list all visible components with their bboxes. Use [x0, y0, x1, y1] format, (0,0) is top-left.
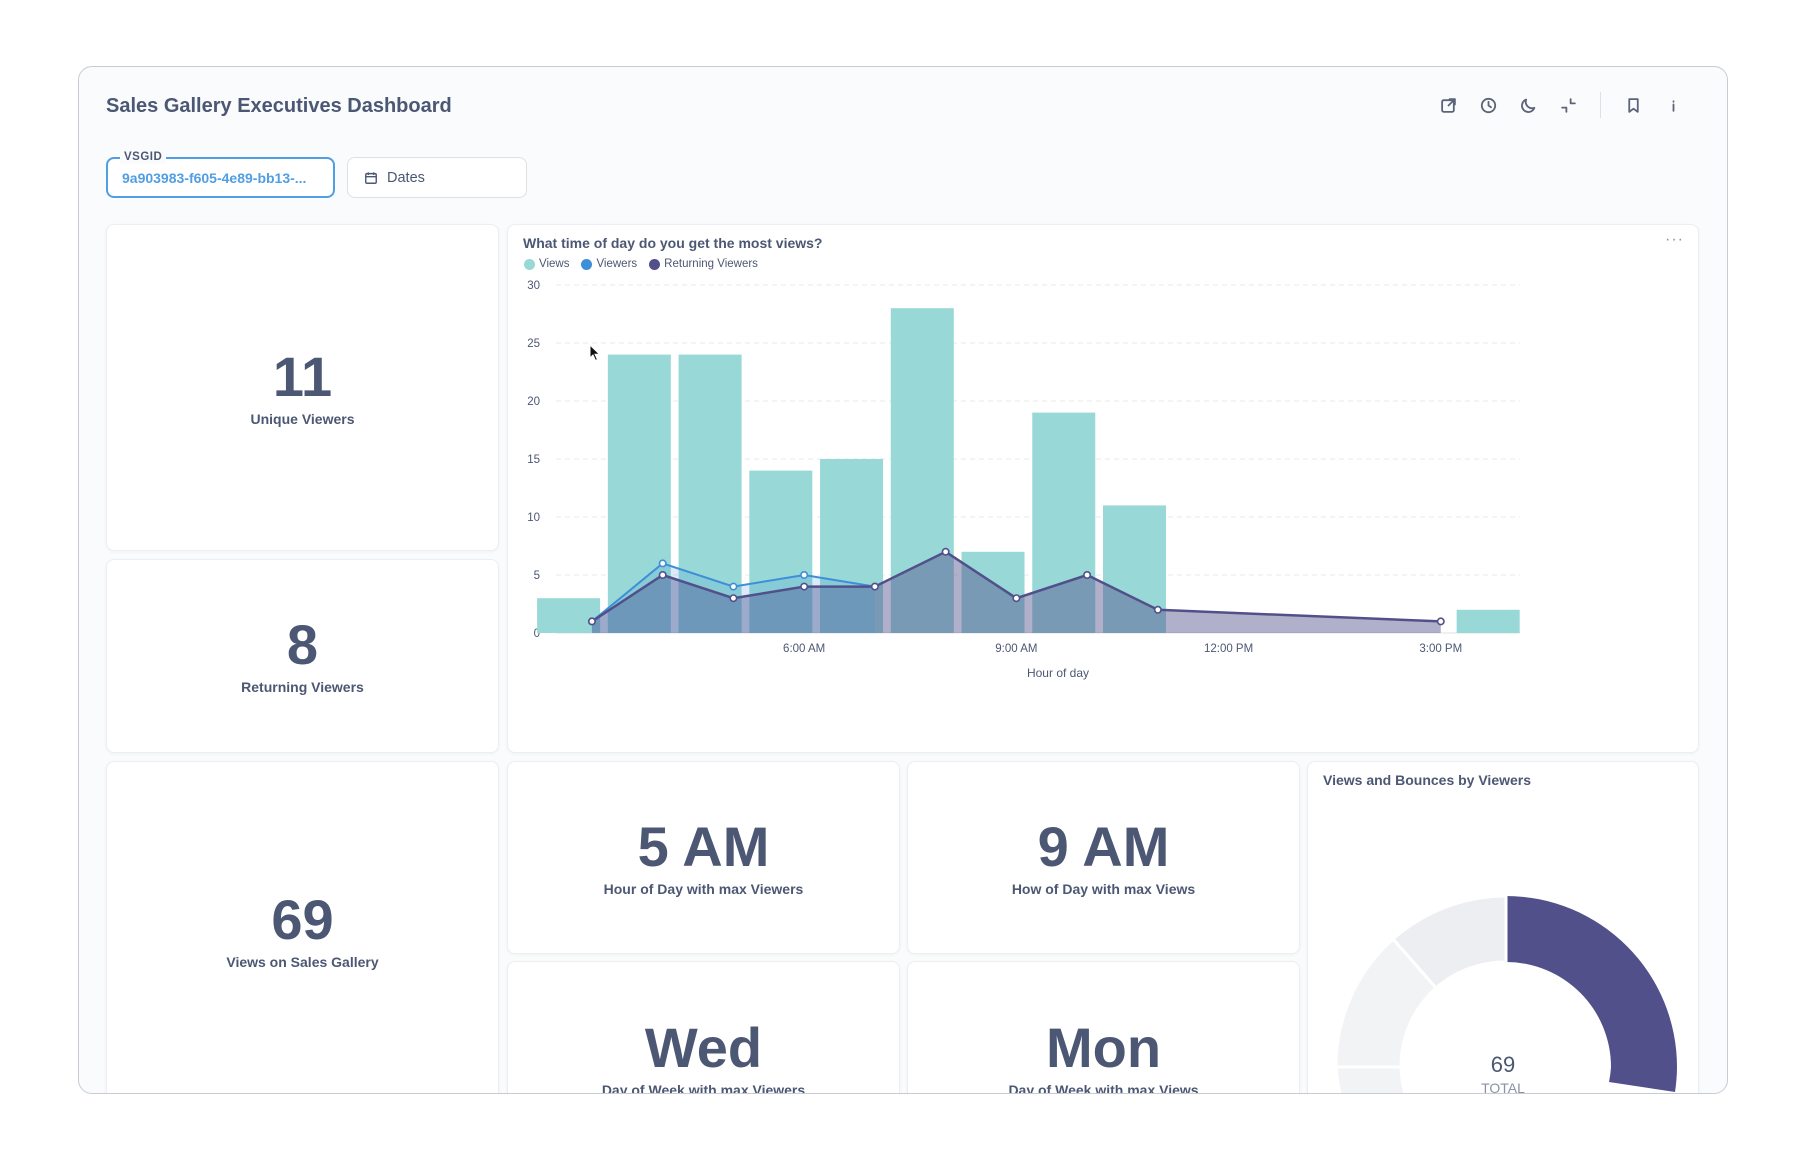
returning-viewers-point [1436, 617, 1445, 626]
chart-legend: Views Viewers Returning Viewers [524, 258, 770, 270]
views-total-value: 69 [271, 888, 334, 951]
dates-filter-label: Dates [387, 169, 425, 186]
x-tick-label: 12:00 PM [1204, 643, 1253, 655]
bar[interactable] [607, 354, 671, 633]
mouse-cursor-icon [589, 344, 601, 362]
x-tick-label: 3:00 PM [1419, 643, 1462, 655]
bar[interactable] [961, 551, 1025, 633]
x-tick-label: 6:00 AM [783, 643, 825, 655]
legend-item-views[interactable]: Views [524, 258, 569, 270]
calendar-icon [365, 171, 377, 184]
clock-icon[interactable] [1474, 91, 1502, 119]
returning-viewers-point [729, 594, 738, 603]
dow-max-viewers-label: Day of Week with max Viewers [601, 1082, 806, 1094]
dow-max-views-value: Mon [1045, 1016, 1162, 1079]
info-icon[interactable] [1659, 91, 1687, 119]
dow-max-viewers-card[interactable]: Wed Day of Week with max Viewers [507, 961, 900, 1094]
legend-label-returning-viewers: Returning Viewers [664, 258, 758, 270]
dow-max-views-card[interactable]: Mon Day of Week with max Views [907, 961, 1300, 1094]
x-axis-label: Hour of day [1027, 666, 1089, 680]
chart-title: What time of day do you get the most vie… [523, 235, 823, 251]
returning-viewers-point [941, 547, 950, 556]
y-tick-label: 15 [527, 454, 540, 466]
viewers-point [729, 582, 738, 591]
hour-max-views-value: 9 AM [1037, 814, 1170, 878]
vsgid-filter[interactable]: VSGID 9a903983-f605-4e89-bb13-... [106, 150, 335, 198]
donut-total-label: TOTAL [1481, 1080, 1525, 1094]
time-of-day-chart-card[interactable]: What time of day do you get the most vie… [507, 224, 1699, 753]
legend-dot-views [524, 258, 535, 270]
hour-max-viewers-value: 5 AM [637, 814, 770, 878]
returning-viewers-point [870, 582, 879, 591]
viewers-point [800, 570, 809, 579]
hour-max-viewers-card[interactable]: 5 AM Hour of Day with max Viewers [507, 761, 900, 954]
views-total-label: Views on Sales Gallery [226, 954, 379, 970]
returning-viewers-point [587, 617, 596, 626]
y-tick-label: 20 [527, 396, 540, 408]
donut-chart [1334, 894, 1677, 1094]
dates-filter[interactable]: Dates [347, 157, 527, 198]
donut-total-value: 69 [1490, 1052, 1516, 1077]
views-total-card[interactable]: 69 Views on Sales Gallery [106, 761, 499, 1093]
time-of-day-chart: 0 5 10 15 20 25 30 6:00 AM 9:00 AM 12:00 PM 3:00 P… [527, 280, 1520, 680]
share-icon[interactable] [1434, 91, 1462, 119]
dow-max-views-label: Day of Week with max Views [1008, 1082, 1199, 1094]
legend-item-viewers[interactable]: Viewers [581, 258, 637, 270]
returning-viewers-label: Returning Viewers [241, 679, 364, 695]
viewers-point [658, 559, 667, 568]
donut-title: Views and Bounces by Viewers [1323, 772, 1532, 788]
unique-viewers-label: Unique Viewers [250, 410, 355, 427]
returning-viewers-point [1012, 594, 1021, 603]
legend-label-views: Views [539, 258, 570, 270]
y-tick-label: 30 [527, 280, 540, 292]
hour-max-views-card[interactable]: 9 AM How of Day with max Views [907, 761, 1300, 954]
more-options-icon[interactable]: ··· [1665, 231, 1684, 248]
moon-icon[interactable] [1514, 91, 1542, 119]
header-divider [1600, 92, 1601, 118]
returning-viewers-line [591, 550, 1441, 623]
x-tick-label: 9:00 AM [995, 643, 1037, 655]
unique-viewers-card[interactable]: 11 Unique Viewers [106, 224, 499, 551]
returning-viewers-point [658, 570, 667, 579]
bar[interactable] [820, 459, 884, 633]
returning-viewers-point [1153, 605, 1162, 614]
dashboard-window: Sales Gallery Executives Dashboard VSGID… [78, 66, 1728, 1094]
bar[interactable] [1032, 412, 1096, 633]
vsgid-filter-value: 9a903983-f605-4e89-bb13-... [122, 170, 307, 186]
hour-max-viewers-label: Hour of Day with max Viewers [603, 880, 804, 897]
y-tick-label: 10 [527, 512, 540, 524]
y-tick-label: 5 [534, 570, 540, 582]
legend-item-returning-viewers[interactable]: Returning Viewers [649, 258, 758, 270]
y-tick-label: 0 [534, 628, 540, 640]
header-actions [1422, 91, 1687, 119]
donut-segment-light-3[interactable] [1334, 1065, 1418, 1094]
bookmark-icon[interactable] [1619, 91, 1647, 119]
dashboard-title: Sales Gallery Executives Dashboard [106, 95, 452, 117]
donut-segment-main[interactable] [1506, 896, 1677, 1067]
returning-viewers-point [800, 582, 809, 591]
bar[interactable] [749, 470, 813, 633]
collapse-icon[interactable] [1554, 91, 1582, 119]
bar[interactable] [1456, 609, 1520, 633]
legend-label-viewers: Viewers [596, 258, 638, 270]
legend-dot-viewers [581, 258, 593, 270]
legend-dot-returning-viewers [649, 258, 661, 270]
bar[interactable] [537, 598, 601, 633]
unique-viewers-value: 11 [272, 344, 333, 408]
donut-segment-main-tail[interactable] [1609, 1067, 1677, 1092]
dow-max-viewers-value: Wed [644, 1016, 763, 1079]
bar[interactable] [890, 308, 954, 633]
vsgid-filter-label: VSGID [120, 150, 167, 164]
hour-max-views-label: How of Day with max Views [1011, 880, 1196, 897]
returning-viewers-card[interactable]: 8 Returning Viewers [106, 559, 499, 753]
returning-viewers-value: 8 [286, 613, 319, 676]
returning-viewers-point [1083, 570, 1092, 579]
y-tick-label: 25 [527, 338, 540, 350]
views-bounces-card[interactable]: Views and Bounces by Viewers 69 TOTAL [1307, 761, 1699, 1094]
